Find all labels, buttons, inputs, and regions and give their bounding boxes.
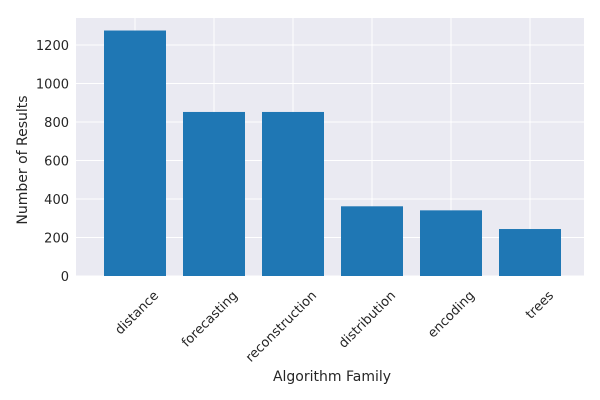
y-tick-label: 1000 bbox=[36, 77, 69, 92]
y-tick-labels: 0 200 400 600 800 1000 1200 bbox=[36, 39, 69, 285]
y-tick-label: 800 bbox=[44, 116, 69, 131]
bars bbox=[104, 30, 561, 277]
bar-encoding bbox=[420, 210, 482, 276]
x-tick-label: reconstruction bbox=[243, 288, 320, 365]
y-tick-label: 600 bbox=[44, 154, 69, 169]
x-tick-label: distribution bbox=[336, 288, 399, 351]
y-tick-label: 1200 bbox=[36, 39, 69, 54]
bar-distance bbox=[104, 30, 166, 277]
bar-distribution bbox=[341, 206, 403, 276]
x-tick-label: trees bbox=[523, 288, 557, 322]
bar-trees bbox=[499, 229, 561, 276]
y-tick-label: 200 bbox=[44, 231, 69, 246]
bar-forecasting bbox=[183, 111, 245, 276]
x-tick-labels: distance forecasting reconstruction distrib… bbox=[112, 288, 557, 365]
bar-reconstruction bbox=[262, 111, 324, 276]
x-tick-label: forecasting bbox=[179, 288, 241, 350]
y-axis-label: Number of Results bbox=[15, 95, 31, 224]
x-tick-label: distance bbox=[112, 288, 162, 338]
x-axis-label: Algorithm Family bbox=[273, 369, 391, 385]
x-tick-label: encoding bbox=[425, 288, 478, 341]
y-tick-label: 400 bbox=[44, 193, 69, 208]
y-tick-label: 0 bbox=[61, 270, 69, 285]
